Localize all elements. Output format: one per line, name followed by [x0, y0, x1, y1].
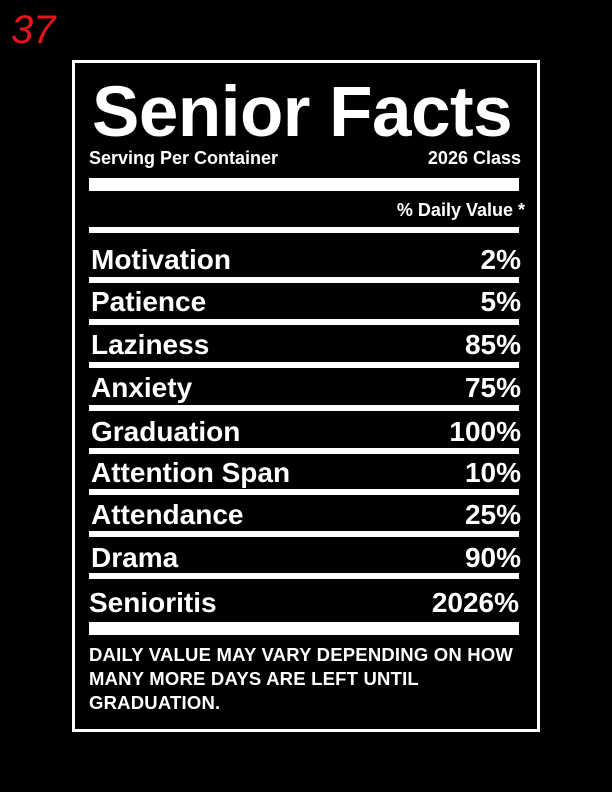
fact-row: Motivation 2% — [91, 242, 521, 278]
label-title: Senior Facts — [92, 73, 513, 152]
fact-row: Attendance 25% — [91, 497, 521, 533]
row-divider — [89, 319, 519, 325]
fact-row: Patience 5% — [91, 284, 521, 320]
divider — [89, 227, 519, 233]
thick-divider — [89, 622, 519, 635]
fact-row: Graduation 100% — [91, 414, 521, 450]
row-divider — [89, 405, 519, 411]
footnote: DAILY VALUE MAY VARY DEPENDING ON HOW MA… — [89, 644, 514, 713]
thick-divider — [89, 178, 519, 191]
fact-value: 90% — [464, 542, 521, 573]
total-value: 2026% — [431, 587, 519, 618]
fact-value: 85% — [464, 329, 521, 360]
serving-text: Serving Per Container — [89, 148, 279, 168]
fact-row: Laziness 85% — [91, 327, 521, 363]
fact-value: 75% — [464, 372, 521, 403]
fact-label: Graduation — [91, 416, 241, 447]
daily-value-header: % Daily Value * — [396, 200, 525, 220]
fact-row: Drama 90% — [91, 540, 521, 576]
facts-label-frame — [72, 60, 540, 732]
fact-value: 5% — [480, 286, 521, 317]
row-divider — [89, 277, 519, 283]
fact-value: 2% — [480, 244, 521, 275]
fact-value: 25% — [464, 499, 521, 530]
row-divider — [89, 489, 519, 495]
total-label: Senioritis — [89, 587, 217, 618]
fact-row: Attention Span 10% — [91, 455, 521, 491]
fact-label: Attention Span — [91, 457, 291, 488]
row-divider — [89, 531, 519, 537]
fact-value: 10% — [464, 457, 521, 488]
fact-row: Anxiety 75% — [91, 370, 521, 406]
fact-value: 100% — [449, 416, 521, 447]
page-number: 37 — [11, 8, 56, 52]
row-divider — [89, 448, 519, 454]
row-divider — [89, 362, 519, 368]
fact-label: Anxiety — [91, 372, 193, 403]
fact-label: Patience — [91, 286, 207, 317]
class-text: 2026 Class — [427, 148, 521, 168]
row-divider — [89, 573, 519, 579]
fact-label: Drama — [91, 542, 179, 573]
total-row: Senioritis 2026% — [89, 585, 519, 621]
fact-label: Motivation — [91, 244, 231, 275]
fact-label: Attendance — [91, 499, 244, 530]
fact-label: Laziness — [91, 329, 210, 360]
